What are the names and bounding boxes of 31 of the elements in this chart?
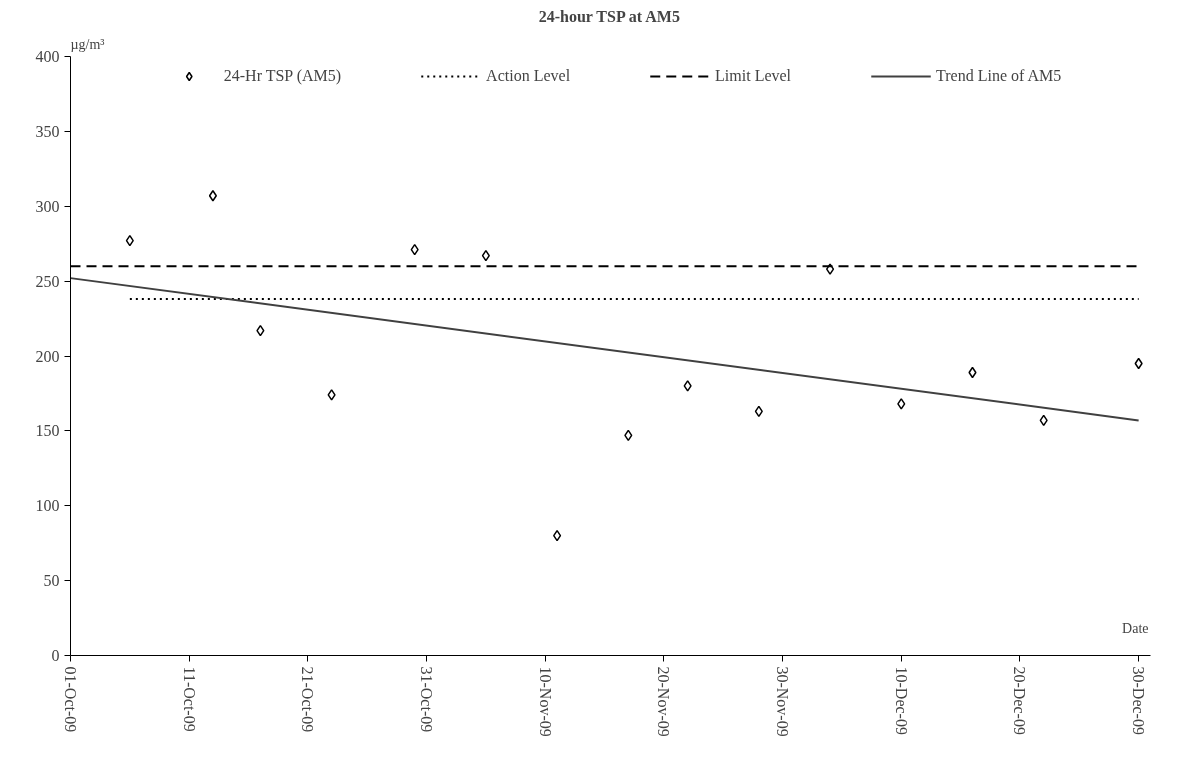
x-tick-label: 01-Oct-09 — [62, 666, 79, 733]
y-tick-label: 300 — [35, 197, 60, 215]
y-tick-label: 100 — [35, 497, 60, 515]
x-tick-label: 30-Nov-09 — [774, 666, 792, 737]
x-tick-label: 10-Nov-09 — [536, 666, 554, 737]
x-tick-label: 30-Dec-09 — [1130, 666, 1148, 735]
y-tick-label: 0 — [51, 647, 60, 664]
legend-label: Trend Line of AM5 — [936, 67, 1062, 85]
x-axis-title: Date — [1122, 620, 1149, 636]
x-tick-label: 21-Oct-09 — [299, 666, 317, 733]
x-tick-label: 20-Nov-09 — [655, 666, 673, 737]
y-tick-label: 400 — [35, 48, 60, 65]
point — [825, 263, 835, 275]
y-tick-label: 200 — [35, 347, 60, 365]
y-tick-label: 350 — [35, 122, 60, 140]
point — [897, 398, 906, 410]
legend-label: Limit Level — [715, 67, 792, 85]
x-tick-label: 10-Dec-09 — [892, 666, 910, 735]
x-tick-label: 20-Dec-09 — [1011, 666, 1029, 735]
x-tick-label: 11-Oct-09 — [180, 666, 198, 732]
y-tick-label: 150 — [35, 422, 60, 440]
point — [208, 190, 217, 202]
point — [327, 389, 336, 401]
x-tick-label: 31-Oct-09 — [418, 666, 436, 733]
y-tick-label: 50 — [43, 572, 60, 590]
point — [683, 380, 692, 392]
y-tick-label: 250 — [35, 272, 60, 290]
chart-title: 24-hour TSP at AM5 — [538, 7, 680, 25]
legend-label: Action Level — [486, 67, 571, 85]
legend-label: 24-Hr TSP (AM5) — [223, 67, 342, 85]
y-axis-title: µg/m³ — [70, 36, 105, 52]
